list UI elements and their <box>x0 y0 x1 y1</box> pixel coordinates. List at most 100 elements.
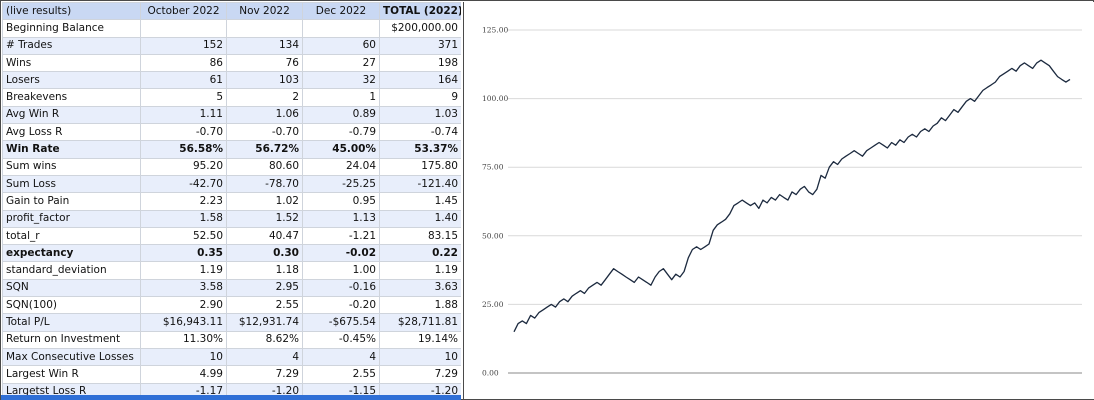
row-label-cell[interactable]: expectancy <box>2 244 141 263</box>
value-cell[interactable]: 1.40 <box>379 209 461 228</box>
value-cell[interactable]: 371 <box>379 36 461 55</box>
value-cell[interactable]: 1.13 <box>302 209 380 228</box>
value-cell[interactable]: 52.50 <box>140 226 227 246</box>
header-cell-october[interactable]: October 2022 <box>140 2 227 21</box>
row-label-cell[interactable]: profit_factor <box>2 209 141 228</box>
row-label-cell[interactable]: Max Consecutive Losses <box>2 347 141 367</box>
value-cell[interactable]: -0.45% <box>302 330 380 349</box>
value-cell[interactable]: 76 <box>226 53 303 73</box>
value-cell[interactable]: -121.40 <box>379 174 461 194</box>
value-cell[interactable]: 7.29 <box>379 365 461 384</box>
value-cell[interactable]: 1.19 <box>379 261 461 280</box>
value-cell[interactable]: 10 <box>140 347 227 367</box>
row-label-cell[interactable]: total_r <box>2 226 141 246</box>
value-cell[interactable]: 0.89 <box>302 105 380 125</box>
value-cell[interactable]: -$675.54 <box>302 313 380 332</box>
header-cell-total[interactable]: TOTAL (2022) <box>379 2 461 21</box>
value-cell[interactable]: 10 <box>379 347 461 367</box>
value-cell[interactable]: 1.18 <box>226 261 303 280</box>
row-label-cell[interactable]: # Trades <box>2 36 141 55</box>
value-cell[interactable]: 80.60 <box>226 157 303 176</box>
value-cell[interactable]: 19.14% <box>379 330 461 349</box>
value-cell[interactable]: 1.00 <box>302 261 380 280</box>
value-cell[interactable]: 2.55 <box>302 365 380 384</box>
value-cell[interactable]: 56.58% <box>140 140 227 159</box>
row-label-cell[interactable]: SQN <box>2 278 141 298</box>
value-cell[interactable]: 1.02 <box>226 192 303 211</box>
row-label-cell[interactable]: Gain to Pain <box>2 192 141 211</box>
value-cell[interactable]: 164 <box>379 71 461 90</box>
row-label-cell[interactable]: standard_deviation <box>2 261 141 280</box>
value-cell[interactable]: 152 <box>140 36 227 55</box>
value-cell[interactable]: 2.95 <box>226 278 303 298</box>
value-cell[interactable]: 4 <box>302 347 380 367</box>
row-label-cell[interactable]: Breakevens <box>2 88 141 107</box>
value-cell[interactable] <box>140 19 227 38</box>
value-cell[interactable]: -0.70 <box>226 123 303 142</box>
value-cell[interactable]: 24.04 <box>302 157 380 176</box>
value-cell[interactable]: -0.16 <box>302 278 380 298</box>
value-cell[interactable]: 2.55 <box>226 296 303 315</box>
value-cell[interactable]: 0.22 <box>379 244 461 263</box>
value-cell[interactable]: 32 <box>302 71 380 90</box>
value-cell[interactable]: 0.30 <box>226 244 303 263</box>
value-cell[interactable]: 1.06 <box>226 105 303 125</box>
value-cell[interactable]: 8.62% <box>226 330 303 349</box>
value-cell[interactable]: -0.20 <box>302 296 380 315</box>
row-label-cell[interactable]: Total P/L <box>2 313 141 332</box>
value-cell[interactable]: 3.63 <box>379 278 461 298</box>
value-cell[interactable]: 2.23 <box>140 192 227 211</box>
row-label-cell[interactable]: Wins <box>2 53 141 73</box>
value-cell[interactable]: 95.20 <box>140 157 227 176</box>
value-cell[interactable]: -25.25 <box>302 174 380 194</box>
value-cell[interactable]: 1 <box>302 88 380 107</box>
value-cell[interactable]: 1.45 <box>379 192 461 211</box>
value-cell[interactable]: $200,000.00 <box>379 19 461 38</box>
value-cell[interactable]: 5 <box>140 88 227 107</box>
value-cell[interactable]: 40.47 <box>226 226 303 246</box>
value-cell[interactable]: -1.21 <box>302 226 380 246</box>
row-label-cell[interactable]: Win Rate <box>2 140 141 159</box>
value-cell[interactable]: 53.37% <box>379 140 461 159</box>
row-label-cell[interactable]: Beginning Balance <box>2 19 141 38</box>
value-cell[interactable]: 27 <box>302 53 380 73</box>
row-label-cell[interactable]: Return on Investment <box>2 330 141 349</box>
row-label-cell[interactable]: SQN(100) <box>2 296 141 315</box>
header-cell-december[interactable]: Dec 2022 <box>302 2 380 21</box>
row-label-cell[interactable]: Largest Win R <box>2 365 141 384</box>
value-cell[interactable]: 2.90 <box>140 296 227 315</box>
value-cell[interactable]: 60 <box>302 36 380 55</box>
header-cell-november[interactable]: Nov 2022 <box>226 2 303 21</box>
row-label-cell[interactable]: Losers <box>2 71 141 90</box>
value-cell[interactable]: -0.02 <box>302 244 380 263</box>
row-label-cell[interactable]: Sum wins <box>2 157 141 176</box>
value-cell[interactable]: -0.79 <box>302 123 380 142</box>
value-cell[interactable]: 103 <box>226 71 303 90</box>
value-cell[interactable]: 1.11 <box>140 105 227 125</box>
value-cell[interactable]: -78.70 <box>226 174 303 194</box>
value-cell[interactable] <box>226 19 303 38</box>
value-cell[interactable]: 1.52 <box>226 209 303 228</box>
value-cell[interactable]: 1.58 <box>140 209 227 228</box>
value-cell[interactable]: $16,943.11 <box>140 313 227 332</box>
value-cell[interactable] <box>302 19 380 38</box>
value-cell[interactable]: 45.00% <box>302 140 380 159</box>
value-cell[interactable]: 83.15 <box>379 226 461 246</box>
value-cell[interactable]: $28,711.81 <box>379 313 461 332</box>
value-cell[interactable]: 0.95 <box>302 192 380 211</box>
value-cell[interactable]: 56.72% <box>226 140 303 159</box>
value-cell[interactable]: -0.70 <box>140 123 227 142</box>
row-label-cell[interactable]: Avg Win R <box>2 105 141 125</box>
value-cell[interactable]: 198 <box>379 53 461 73</box>
header-cell-label[interactable]: (live results) <box>2 2 141 21</box>
value-cell[interactable]: 1.88 <box>379 296 461 315</box>
value-cell[interactable]: 134 <box>226 36 303 55</box>
value-cell[interactable]: 9 <box>379 88 461 107</box>
value-cell[interactable]: -1.17 <box>140 382 227 399</box>
value-cell[interactable]: 0.35 <box>140 244 227 263</box>
value-cell[interactable]: $12,931.74 <box>226 313 303 332</box>
value-cell[interactable]: 86 <box>140 53 227 73</box>
value-cell[interactable]: 2 <box>226 88 303 107</box>
value-cell[interactable]: 61 <box>140 71 227 90</box>
row-label-cell[interactable]: Avg Loss R <box>2 123 141 142</box>
